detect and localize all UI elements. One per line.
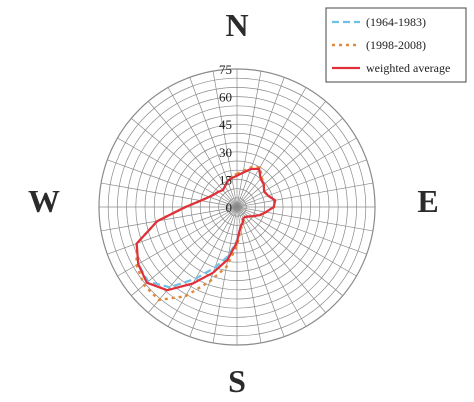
grid-spoke xyxy=(117,137,238,208)
grid-spoke xyxy=(236,206,343,296)
data-point-weighted-average-150 xyxy=(242,217,245,220)
grid-spoke xyxy=(236,206,307,327)
grid-spoke xyxy=(236,206,326,313)
data-point-weighted-average-130 xyxy=(247,215,250,218)
data-point-weighted-average-80 xyxy=(274,199,276,202)
data-point-weighted-average-250 xyxy=(135,242,138,245)
data-point-1998-2008-30 xyxy=(259,166,261,169)
radial-tick-labels: 0 15 30 45 60 75 xyxy=(219,62,232,215)
data-point-1998-2008-350 xyxy=(230,175,233,178)
radial-tick-45: 45 xyxy=(219,117,232,132)
data-point-1964-1983-200 xyxy=(214,266,216,269)
grid-spoke xyxy=(236,206,373,232)
polar-grid xyxy=(98,68,376,346)
grid-spoke xyxy=(236,206,262,343)
grid-spoke xyxy=(236,206,357,277)
grid-spoke xyxy=(101,182,238,208)
data-point-weighted-average-110 xyxy=(258,214,261,217)
data-point-weighted-average-120 xyxy=(252,215,254,218)
data-point-weighted-average-240 xyxy=(137,263,140,265)
grid-spoke xyxy=(167,206,238,327)
radial-tick-60: 60 xyxy=(219,90,232,105)
data-point-1998-2008-20 xyxy=(250,166,253,169)
grid-spoke xyxy=(236,159,367,208)
data-point-1998-2008-230 xyxy=(143,284,145,286)
data-point-weighted-average-140 xyxy=(244,216,247,218)
data-point-weighted-average-320 xyxy=(221,189,224,192)
data-point-weighted-average-50 xyxy=(262,183,265,186)
data-point-weighted-average-70 xyxy=(267,194,269,197)
grid-spoke xyxy=(101,206,238,232)
data-point-weighted-average-20 xyxy=(249,168,252,170)
data-point-weighted-average-290 xyxy=(208,196,211,198)
radial-tick-30: 30 xyxy=(219,145,232,160)
data-point-weighted-average-30 xyxy=(258,167,260,170)
data-point-weighted-average-160 xyxy=(241,221,244,224)
data-point-weighted-average-0 xyxy=(236,174,238,177)
data-point-weighted-average-300 xyxy=(213,193,216,196)
data-point-weighted-average-200 xyxy=(212,271,215,274)
grid-spoke xyxy=(212,206,238,343)
direction-label-south: S xyxy=(228,363,246,399)
data-point-weighted-average-330 xyxy=(224,185,226,188)
data-point-weighted-average-180 xyxy=(236,241,238,243)
grid-spoke xyxy=(107,206,238,255)
legend-box xyxy=(325,7,467,83)
series-layer xyxy=(135,166,277,302)
data-point-weighted-average-170 xyxy=(239,226,242,228)
grid-spoke xyxy=(236,77,285,208)
grid-spoke xyxy=(236,182,373,208)
grid-spoke xyxy=(236,137,357,208)
data-point-1964-1983-220 xyxy=(168,286,171,289)
data-point-weighted-average-90 xyxy=(272,206,275,208)
data-point-weighted-average-230 xyxy=(145,281,148,284)
data-point-1998-2008-220 xyxy=(158,299,160,301)
legend-label-1964-1983: (1964-1983) xyxy=(366,15,426,29)
data-point-weighted-average-310 xyxy=(217,190,220,193)
data-point-weighted-average-270 xyxy=(184,206,187,208)
data-point-weighted-average-220 xyxy=(166,289,169,292)
data-point-weighted-average-10 xyxy=(242,171,245,174)
radial-tick-0: 0 xyxy=(226,200,233,215)
data-point-1998-2008-210 xyxy=(184,295,187,298)
legend-label-1998-2008: (1998-2008) xyxy=(366,38,426,52)
data-point-weighted-average-190 xyxy=(226,258,229,261)
grid-spoke xyxy=(189,77,238,208)
data-point-weighted-average-280 xyxy=(199,199,202,202)
data-point-weighted-average-350 xyxy=(231,177,233,179)
data-point-weighted-average-100 xyxy=(265,211,267,214)
direction-label-east: E xyxy=(417,183,438,219)
radial-tick-15: 15 xyxy=(219,172,232,187)
legend: (1964-1983) (1998-2008) weighted average xyxy=(325,7,467,83)
data-point-1998-2008-190 xyxy=(225,265,228,268)
data-point-1964-1983-210 xyxy=(194,277,197,280)
grid-spoke xyxy=(236,71,262,208)
grid-spoke xyxy=(148,206,238,313)
grid-spoke xyxy=(236,118,343,208)
grid-spoke xyxy=(107,159,238,208)
data-point-1998-2008-240 xyxy=(135,264,138,266)
data-point-weighted-average-260 xyxy=(156,220,159,223)
legend-label-weighted-average: weighted average xyxy=(366,61,450,75)
data-point-weighted-average-210 xyxy=(191,282,194,285)
grid-spoke xyxy=(236,87,307,208)
grid-spoke xyxy=(236,101,326,208)
grid-spoke xyxy=(236,206,285,337)
data-point-weighted-average-40 xyxy=(259,177,262,180)
grid-spoke xyxy=(212,71,238,208)
data-point-1998-2008-200 xyxy=(209,280,211,283)
radial-tick-75: 75 xyxy=(219,62,232,77)
data-point-weighted-average-340 xyxy=(226,180,229,183)
direction-label-north: N xyxy=(225,7,248,43)
direction-label-west: W xyxy=(28,183,60,219)
data-point-weighted-average-60 xyxy=(263,190,265,193)
